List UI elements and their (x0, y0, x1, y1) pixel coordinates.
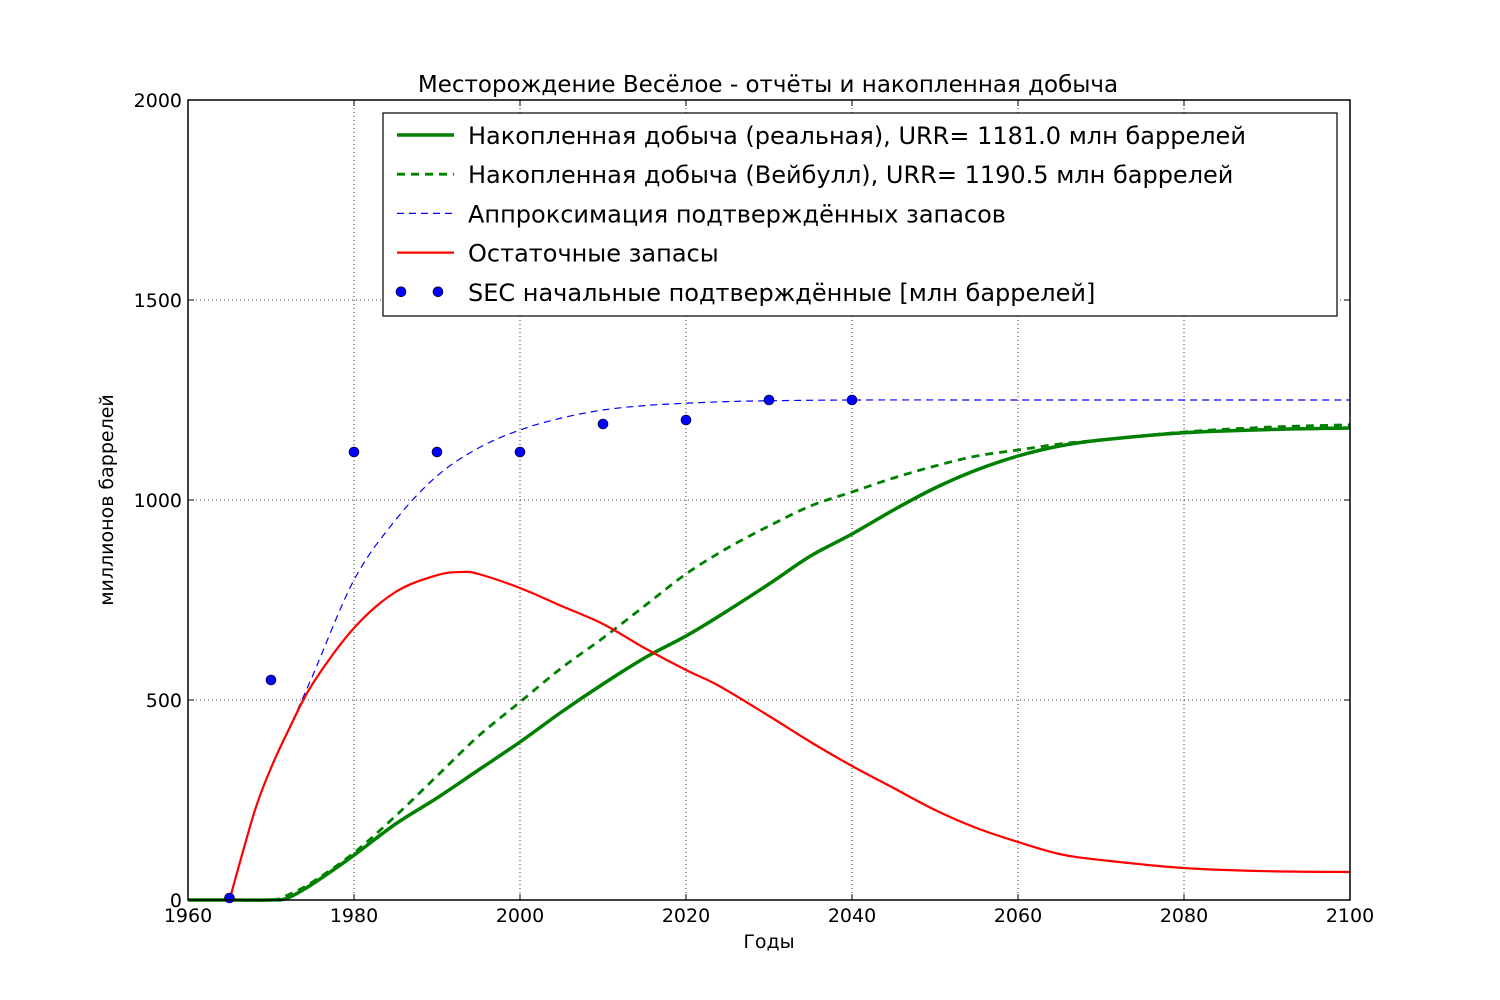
y-tick-label: 1500 (134, 290, 182, 312)
legend-label: Накопленная добыча (Вейбулл), URR= 1190.… (468, 161, 1233, 189)
x-tick-label: 2100 (1326, 905, 1374, 927)
legend-marker (395, 286, 407, 298)
axis-ticks: 1960 1980 2000 2020 2040 2060 2080 2100 0 500 1000… (134, 90, 1375, 927)
data-point (846, 394, 858, 406)
legend-marker (432, 286, 444, 298)
plot-area (187, 394, 1351, 904)
x-axis-title: Годы (743, 931, 794, 953)
y-tick-label: 500 (146, 690, 182, 712)
legend: Накопленная добыча (реальная), URR= 1181… (382, 112, 1338, 317)
chart-title: Месторождение Весёлое - отчёты и накопле… (418, 72, 1118, 98)
legend-label: Остаточные запасы (468, 240, 719, 268)
data-point (763, 394, 775, 406)
series-sec-points (224, 394, 858, 904)
data-point (431, 446, 443, 458)
x-tick-label: 2000 (496, 905, 544, 927)
series-cumulative-weibull (187, 423, 1351, 902)
legend-label: Аппроксимация подтверждённых запасов (468, 200, 1006, 228)
y-tick-label: 2000 (134, 90, 182, 112)
y-tick-label: 0 (170, 890, 182, 912)
data-point (348, 446, 360, 458)
data-point (597, 418, 609, 430)
data-point (265, 674, 277, 686)
series-proven-fit (287, 399, 1350, 733)
series-cumulative-actual (187, 426, 1351, 902)
data-point (680, 414, 692, 426)
x-tick-label: 2060 (994, 905, 1042, 927)
x-tick-label: 2080 (1160, 905, 1208, 927)
data-point (514, 446, 526, 458)
y-axis-title: миллионов баррелей (96, 394, 118, 606)
legend-label: SEC начальные подтверждённые [млн баррел… (468, 279, 1095, 307)
y-tick-label: 1000 (134, 490, 182, 512)
legend-label: Накопленная добыча (реальная), URR= 1181… (468, 122, 1246, 150)
x-tick-label: 2040 (828, 905, 876, 927)
data-point (224, 892, 235, 904)
x-tick-label: 2020 (662, 905, 710, 927)
legend-box (382, 112, 1338, 317)
x-tick-label: 1980 (330, 905, 378, 927)
series-remaining-reserves (228, 570, 1351, 901)
x-tick-label: 1960 (164, 905, 212, 927)
